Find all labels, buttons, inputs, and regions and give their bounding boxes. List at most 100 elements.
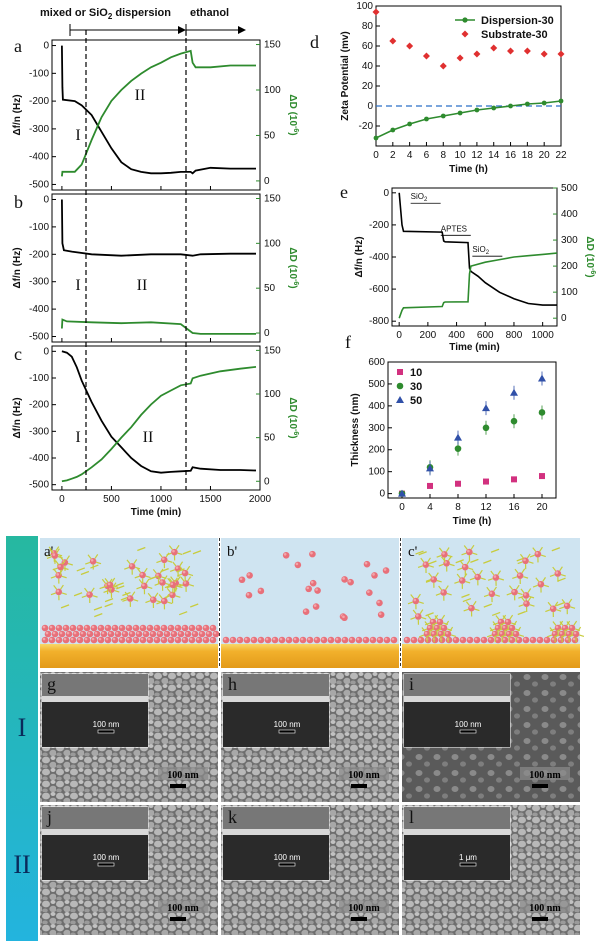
schematic-layer-particle-b-highlight [370, 637, 374, 641]
point-substrate-30 [422, 52, 430, 60]
schematic-layer-particle-a-highlight [42, 625, 46, 629]
y2-tick-label-e: 500 [561, 183, 578, 194]
schematic-particle-b-highlight [364, 561, 368, 565]
schematic-island-particle-c-highlight [502, 625, 506, 629]
schematic-free-ligand-a [90, 564, 99, 569]
schematic-layer-particle-a [90, 636, 98, 644]
schematic-particle-b-highlight [246, 592, 250, 596]
schematic-free-ligand-c [470, 558, 479, 563]
schematic-layer-particle-a-highlight [94, 631, 98, 635]
schematic-particle-c-ligand [506, 592, 512, 596]
schematic-layer-particle-a-highlight [189, 637, 193, 641]
schematic-particle-a-ligand [156, 601, 162, 605]
schematic-particle-a-ligand [177, 552, 183, 556]
schematic-particle-a-ligand [50, 592, 56, 596]
schematic-particle-a-ligand [158, 594, 163, 599]
schematic-particle-b [309, 579, 317, 587]
schematic-layer-particle-a-highlight [150, 631, 154, 635]
y2-tick-label-a: 0 [264, 176, 270, 187]
schematic-layer-particle-c-highlight [467, 637, 471, 641]
schematic-layer-particle-a-highlight [80, 631, 84, 635]
plot-frame-d [375, 5, 562, 147]
legend-label-substrate-30: Substrate-30 [481, 29, 548, 41]
schematic-particle-c-highlight [524, 601, 527, 605]
schematic-particle-a-ligand [81, 595, 87, 599]
schematic-layer-particle-a [86, 630, 94, 638]
schematic-particle-a-highlight [175, 566, 179, 569]
schematic-layer-particle-a-highlight [77, 637, 81, 641]
schematic-particle-c-highlight [493, 575, 497, 578]
point-dispersion-30 [424, 116, 429, 122]
schematic-island-particle-c-ligand [421, 627, 426, 632]
schematic-particle-a-ligand [180, 576, 185, 582]
sem-inset-scalebar-i [459, 729, 477, 734]
schematic-particle-c-ligand [512, 576, 518, 580]
schematic-particle-a-ligand [131, 591, 136, 597]
y2-tick-label-c: 150 [264, 345, 281, 356]
schematic-particle-a-ligand [52, 567, 58, 571]
y2-tick-label-c: 100 [264, 389, 281, 400]
schematic-particle-c-ligand [559, 566, 563, 572]
schematic-particle-a-highlight [52, 553, 56, 556]
schematic-layer-particle-b-highlight [314, 637, 318, 641]
schematic-layer-particle-b-highlight [377, 637, 381, 641]
schematic-particle-a-ligand [179, 566, 184, 571]
schematic-layer-particle-a [121, 630, 129, 638]
schematic-particle-c [534, 550, 542, 558]
schematic-letter-a: a' [44, 544, 54, 560]
y2-tick-label-c: 0 [264, 476, 270, 487]
sem-inset-substrate-g [42, 702, 148, 747]
xlabel-d: Time (h) [449, 164, 488, 175]
schematic-layer-particle-a-highlight [115, 631, 119, 635]
schematic-particle-b [309, 550, 316, 558]
row-label-II: II [13, 850, 30, 879]
sem-scalebar-h [351, 784, 367, 788]
y-tick-label-f: 500 [368, 379, 385, 390]
schematic-particle-a-ligand [67, 562, 73, 566]
plot-frame-b [51, 193, 261, 343]
schematic-particle-a-ligand [188, 583, 195, 587]
schematic-particle-c-ligand [560, 574, 566, 577]
schematic-layer-particle-a-highlight [70, 637, 74, 641]
point-dispersion-30 [457, 110, 463, 116]
schematic-particle-c-ligand [529, 604, 535, 607]
point-dispersion-30 [390, 127, 396, 133]
schematic-layer-particle-b [334, 636, 342, 644]
point-thickness-50 [426, 464, 434, 472]
schematic-layer-particle-c [473, 636, 481, 644]
schematic-layer-particle-a-highlight [63, 637, 67, 641]
schematic-layer-particle-c [445, 636, 453, 644]
schematic-particle-a-ligand [136, 586, 142, 590]
y2-tick-label-e: 0 [561, 313, 567, 324]
schematic-particle-b-highlight [348, 579, 351, 583]
schematic-particle-c-ligand [479, 569, 483, 575]
schematic-particle-a [55, 588, 63, 596]
schematic-island-particle-c-ligand [518, 634, 525, 638]
schematic-particle-c-ligand [520, 588, 525, 594]
schematic-particle-c-highlight [489, 591, 493, 595]
schematic-layer-particle-a [163, 630, 171, 638]
schematic-particle-c [461, 563, 469, 571]
schematic-particle-b [246, 572, 253, 579]
sem-inset-scale-label-k: 100 nm [274, 853, 301, 862]
y-tick-label-d: 40 [362, 61, 374, 72]
schematic-particle-a-ligand [137, 568, 142, 573]
schematic-layer-particle-c-highlight [544, 637, 548, 641]
schematic-island-particle-c-highlight [438, 631, 442, 635]
schematic-island-particle-c-highlight [431, 631, 435, 635]
schematic-layer-particle-a [139, 636, 147, 644]
xlabel-f: Time (h) [453, 516, 492, 527]
schematic-free-ligand-c [517, 610, 526, 616]
schematic-layer-particle-a-highlight [168, 637, 172, 641]
sem-inset-substrate-l [404, 835, 510, 880]
x-tick-label-f: 20 [536, 502, 548, 513]
schematic-particle-b-highlight [310, 551, 313, 555]
sem-letter-l: l [409, 807, 414, 827]
schematic-island-particle-c-highlight [513, 631, 517, 635]
schematic-particle-a-highlight [90, 558, 94, 562]
schematic-layer-particle-a-highlight [87, 631, 91, 635]
schematic-island-particle-c-highlight [441, 625, 445, 629]
schematic-particle-a-ligand [177, 573, 183, 577]
schematic-layer-particle-b-highlight [251, 637, 255, 641]
y-tick-label-a: -500 [29, 179, 49, 190]
